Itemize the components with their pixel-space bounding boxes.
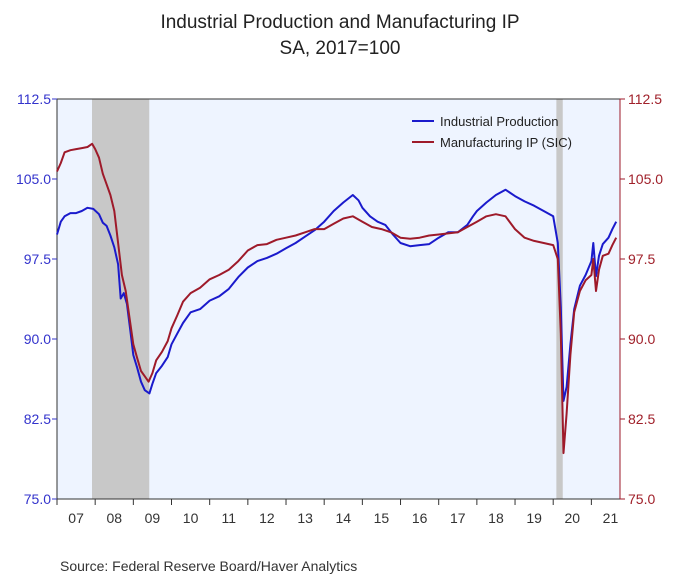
series-lines — [56, 142, 618, 455]
series-line-1 — [56, 142, 618, 455]
right-tick-label: 112.5 — [628, 91, 662, 107]
legend-label-industrial: Industrial Production — [440, 114, 559, 129]
chart-title: Industrial Production and Manufacturing … — [160, 12, 519, 33]
left-tick-label: 97.5 — [24, 251, 51, 267]
x-tick-label: 13 — [297, 510, 313, 526]
x-tick-label: 07 — [68, 510, 84, 526]
right-tick-label: 105.0 — [628, 171, 663, 187]
x-tick-label: 19 — [526, 510, 542, 526]
x-axis: 07 08 09 10 11 12 13 14 15 16 17 18 19 20 21 — [56, 499, 619, 526]
left-tick-label: 82.5 — [24, 411, 51, 427]
left-tick-label: 75.0 — [24, 491, 51, 507]
right-tick-label: 90.0 — [628, 331, 655, 347]
right-axis: 112.5 105.0 97.5 90.0 82.5 75.0 — [619, 91, 663, 507]
x-tick-label: 11 — [221, 510, 236, 526]
right-tick-label: 75.0 — [628, 491, 655, 507]
legend-label-manufacturing: Manufacturing IP (SIC) — [440, 135, 572, 150]
left-tick-label: 90.0 — [24, 331, 51, 347]
left-tick-label: 105.0 — [16, 171, 51, 187]
x-tick-label: 20 — [564, 510, 580, 526]
legend: Industrial Production Manufacturing IP (… — [412, 114, 572, 150]
x-tick-label: 15 — [374, 510, 390, 526]
x-tick-label: 16 — [412, 510, 428, 526]
left-tick-label: 112.5 — [17, 91, 51, 107]
source-note: Source: Federal Reserve Board/Haver Anal… — [60, 558, 357, 574]
x-tick-label: 17 — [450, 510, 466, 526]
x-tick-label: 09 — [145, 510, 161, 526]
x-tick-label: 12 — [259, 510, 275, 526]
x-tick-label: 21 — [603, 510, 619, 526]
plot-area — [56, 98, 621, 500]
x-tick-label: 10 — [183, 510, 199, 526]
right-tick-label: 97.5 — [628, 251, 655, 267]
chart-subtitle: SA, 2017=100 — [280, 38, 401, 59]
x-tick-label: 18 — [488, 510, 504, 526]
x-tick-label: 14 — [335, 510, 351, 526]
left-axis: 112.5 105.0 97.5 90.0 82.5 75.0 — [16, 91, 57, 507]
x-tick-label: 08 — [106, 510, 122, 526]
right-tick-label: 82.5 — [628, 411, 655, 427]
